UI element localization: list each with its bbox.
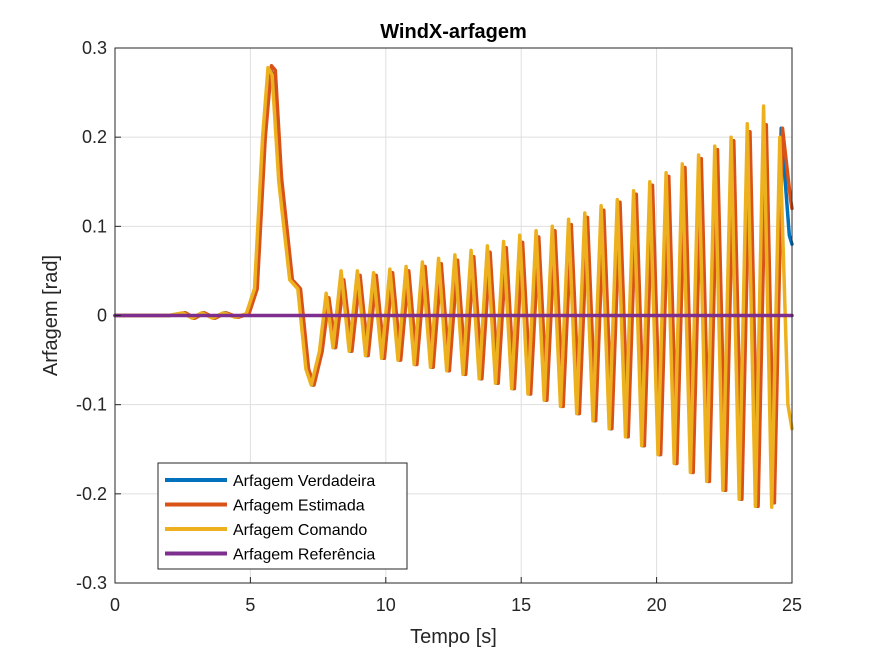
y-tick-label: -0.1 bbox=[76, 395, 107, 415]
x-tick-label: 20 bbox=[647, 595, 667, 615]
legend-label-1: Arfagem Estimada bbox=[233, 498, 365, 515]
y-tick-label: 0.3 bbox=[82, 38, 107, 58]
y-tick-label: 0 bbox=[97, 306, 107, 326]
legend-label-3: Arfagem Referência bbox=[233, 547, 375, 564]
legend-label-2: Arfagem Comando bbox=[233, 522, 367, 539]
y-tick-label: -0.2 bbox=[76, 484, 107, 504]
legend: Arfagem Verdadeira Arfagem Estimada Arfage… bbox=[157, 462, 408, 570]
x-tick-label: 0 bbox=[110, 595, 120, 615]
x-tick-label: 5 bbox=[245, 595, 255, 615]
y-tick-label: 0.2 bbox=[82, 127, 107, 147]
y-tick-label: -0.3 bbox=[76, 573, 107, 593]
y-tick-label: 0.1 bbox=[82, 216, 107, 236]
series-line-2 bbox=[113, 65, 794, 509]
chart-title: WindX-arfagem bbox=[380, 21, 527, 43]
x-axis-label: Tempo [s] bbox=[410, 626, 497, 648]
legend-label-0: Arfagem Verdadeira bbox=[233, 473, 375, 490]
series-line-1 bbox=[113, 64, 794, 509]
series-layer bbox=[113, 64, 794, 509]
x-tick-label: 10 bbox=[376, 595, 396, 615]
x-tick-label: 25 bbox=[782, 595, 802, 615]
y-axis-label: Arfagem [rad] bbox=[40, 255, 62, 376]
ticks: 0 5 10 15 20 25 -0.3 -0.2 -0.1 0 0.1 0.2 0.3 bbox=[76, 38, 802, 615]
x-tick-label: 15 bbox=[511, 595, 531, 615]
